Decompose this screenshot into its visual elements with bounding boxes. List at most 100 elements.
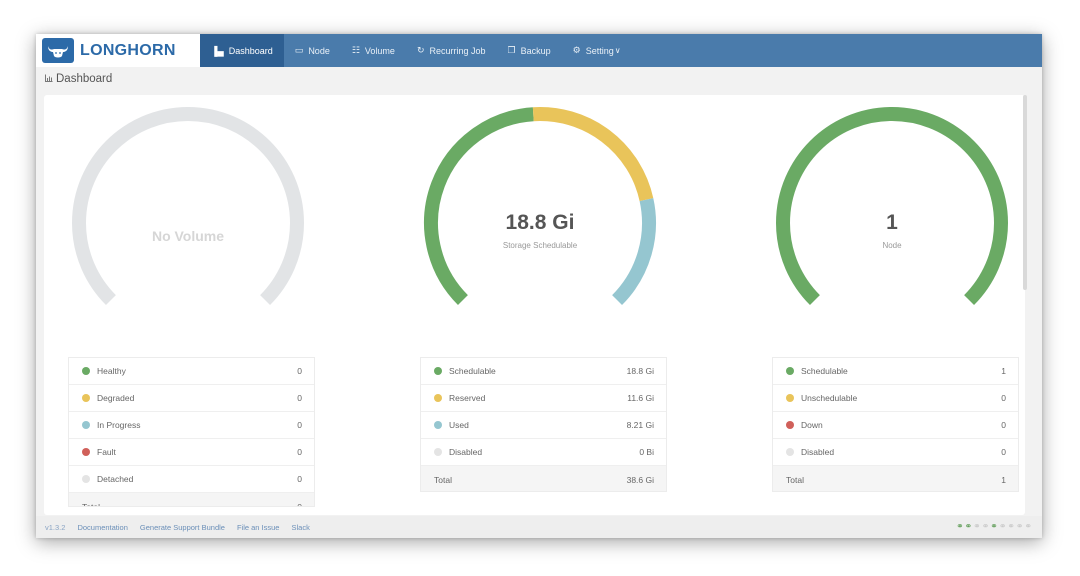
copy-icon: ❐ [507,45,516,55]
page-title: Dashboard [56,73,113,85]
legend-row[interactable]: Unschedulable 0 [773,385,1018,412]
nav-setting[interactable]: ⚙ Setting ∨ [562,34,632,67]
legend-total-label: Total [434,474,452,485]
legend-value: 0 [1001,420,1006,430]
legend-value: 0 [1001,393,1006,403]
app-window: LONGHORN ▐▄ Dashboard ▭ Node ☷ Volume ↻ Recurri… [36,34,1042,538]
status-dot-icon [434,394,442,402]
legend-row[interactable]: In Progress 0 [69,412,314,439]
panel-scrollbar[interactable] [1023,95,1027,290]
legend-row[interactable]: Healthy 0 [69,358,314,385]
volume-gauge-section: No Volume Healthy 0 Degraded 0 In Progress 0 F… [58,95,358,515]
status-dot-icon [82,448,90,456]
chain-link-icon: ⚭ [981,521,990,531]
top-navbar: LONGHORN ▐▄ Dashboard ▭ Node ☷ Volume ↻ Recurri… [36,34,1042,67]
chain-link-icon: ⚭ [1024,521,1032,531]
status-dot-icon [82,394,90,402]
status-dot-icon [82,475,90,483]
nav-label: Backup [520,45,551,56]
legend-value: 18.8 Gi [626,366,654,376]
legend-label: Unschedulable [801,393,858,403]
footer-link-documentation[interactable]: Documentation [77,522,128,532]
legend-label: Disabled [449,447,483,457]
gear-icon: ⚙ [572,45,581,55]
legend-value: 0 [297,393,302,403]
legend-row[interactable]: Degraded 0 [69,385,314,412]
nav-label: Recurring Job [429,45,486,56]
legend-row[interactable]: Schedulable 1 [773,358,1018,385]
legend-value: 0 [1001,447,1006,457]
chain-link-icon: ⚭ [1007,521,1015,531]
chevron-down-icon: ∨ [614,46,621,55]
legend-label: Healthy [97,366,126,376]
nav-label: Setting [585,45,614,56]
storage-gauge[interactable] [410,95,670,325]
legend-row[interactable]: Down 0 [773,412,1018,439]
status-dot-icon [786,367,794,375]
volume-gauge-empty-label: No Volume [151,228,225,244]
node-gauge[interactable] [762,95,1022,325]
nav-backup[interactable]: ❐ Backup [497,34,562,67]
bar-chart-icon: ▐▄ [211,45,224,56]
legend-label: Schedulable [801,366,848,376]
legend-label: In Progress [97,420,141,430]
legend-row[interactable]: Disabled 0 Bi [421,439,666,466]
node-gauge-value: 1 [886,211,898,234]
status-dot-icon [434,367,442,375]
legend-value: 0 Bi [639,447,654,457]
legend-value: 0 [297,474,302,484]
storage-gauge-section: 18.8 Gi Storage Schedulable Schedulable 1… [410,95,710,515]
legend-total-row: Total 38.6 Gi [421,466,666,491]
legend-value: 1 [1001,366,1006,376]
chain-link-icon: ⚭ [998,521,1007,531]
storage-legend: Schedulable 18.8 Gi Reserved 11.6 Gi Used 8.2… [420,357,667,492]
dashboard-panel: No Volume Healthy 0 Degraded 0 In Progress 0 F… [44,95,1025,515]
bar-chart-icon [45,74,53,84]
footer: v1.3.2 Documentation Generate Support Bun… [36,516,1042,538]
main-nav: ▐▄ Dashboard ▭ Node ☷ Volume ↻ Recurring Job ❐ Ba… [200,34,632,67]
nav-volume[interactable]: ☷ Volume [341,34,406,67]
status-dot-icon [82,421,90,429]
nav-dashboard[interactable]: ▐▄ Dashboard [200,34,284,67]
volume-gauge[interactable] [58,95,318,325]
version-label: v1.3.2 [45,522,66,532]
legend-label: Schedulable [449,366,496,376]
legend-label: Degraded [97,393,135,403]
database-icon: ☷ [351,45,360,55]
nav-label: Volume [364,45,395,56]
logo-text: LONGHORN [80,41,176,59]
legend-row[interactable]: Detached 0 [69,466,314,493]
storage-gauge-value: 18.8 Gi [505,211,575,234]
legend-total-value: 38.6 Gi [626,474,654,485]
legend-label: Fault [97,447,116,457]
nav-node[interactable]: ▭ Node [284,34,341,67]
monitor-icon: ▭ [294,45,304,55]
breadcrumb: Dashboard [45,73,112,85]
status-dot-icon [82,367,90,375]
node-gauge-subtitle: Node [882,241,902,250]
legend-total-row: Total 0 [69,493,314,507]
chain-link-icon: ⚭ [956,521,964,531]
legend-label: Detached [97,474,134,484]
chain-link-icon: ⚭ [964,521,973,531]
status-dot-icon [434,421,442,429]
volume-legend: Healthy 0 Degraded 0 In Progress 0 Fault 0 Detac… [68,357,315,507]
node-gauge-section: 1 Node Schedulable 1 Unschedulable 0 Down 0 Di… [762,95,1042,515]
legend-value: 8.21 Gi [626,420,654,430]
legend-row[interactable]: Schedulable 18.8 Gi [421,358,666,385]
footer-link-generate-support-bundle[interactable]: Generate Support Bundle [139,522,225,532]
legend-value: 11.6 Gi [627,393,654,403]
footer-link-file-an-issue[interactable]: File an Issue [236,522,280,532]
legend-row[interactable]: Reserved 11.6 Gi [421,385,666,412]
nav-recurring-job[interactable]: ↻ Recurring Job [406,34,497,67]
legend-total-row: Total 1 [773,466,1018,491]
status-dot-icon [786,421,794,429]
legend-value: 0 [297,420,302,430]
logo[interactable]: LONGHORN [36,34,200,67]
legend-total-label: Total [786,474,804,485]
legend-row[interactable]: Disabled 0 [773,439,1018,466]
footer-link-slack[interactable]: Slack [291,522,310,532]
legend-total-value: 0 [297,501,302,507]
legend-row[interactable]: Used 8.21 Gi [421,412,666,439]
legend-row[interactable]: Fault 0 [69,439,314,466]
